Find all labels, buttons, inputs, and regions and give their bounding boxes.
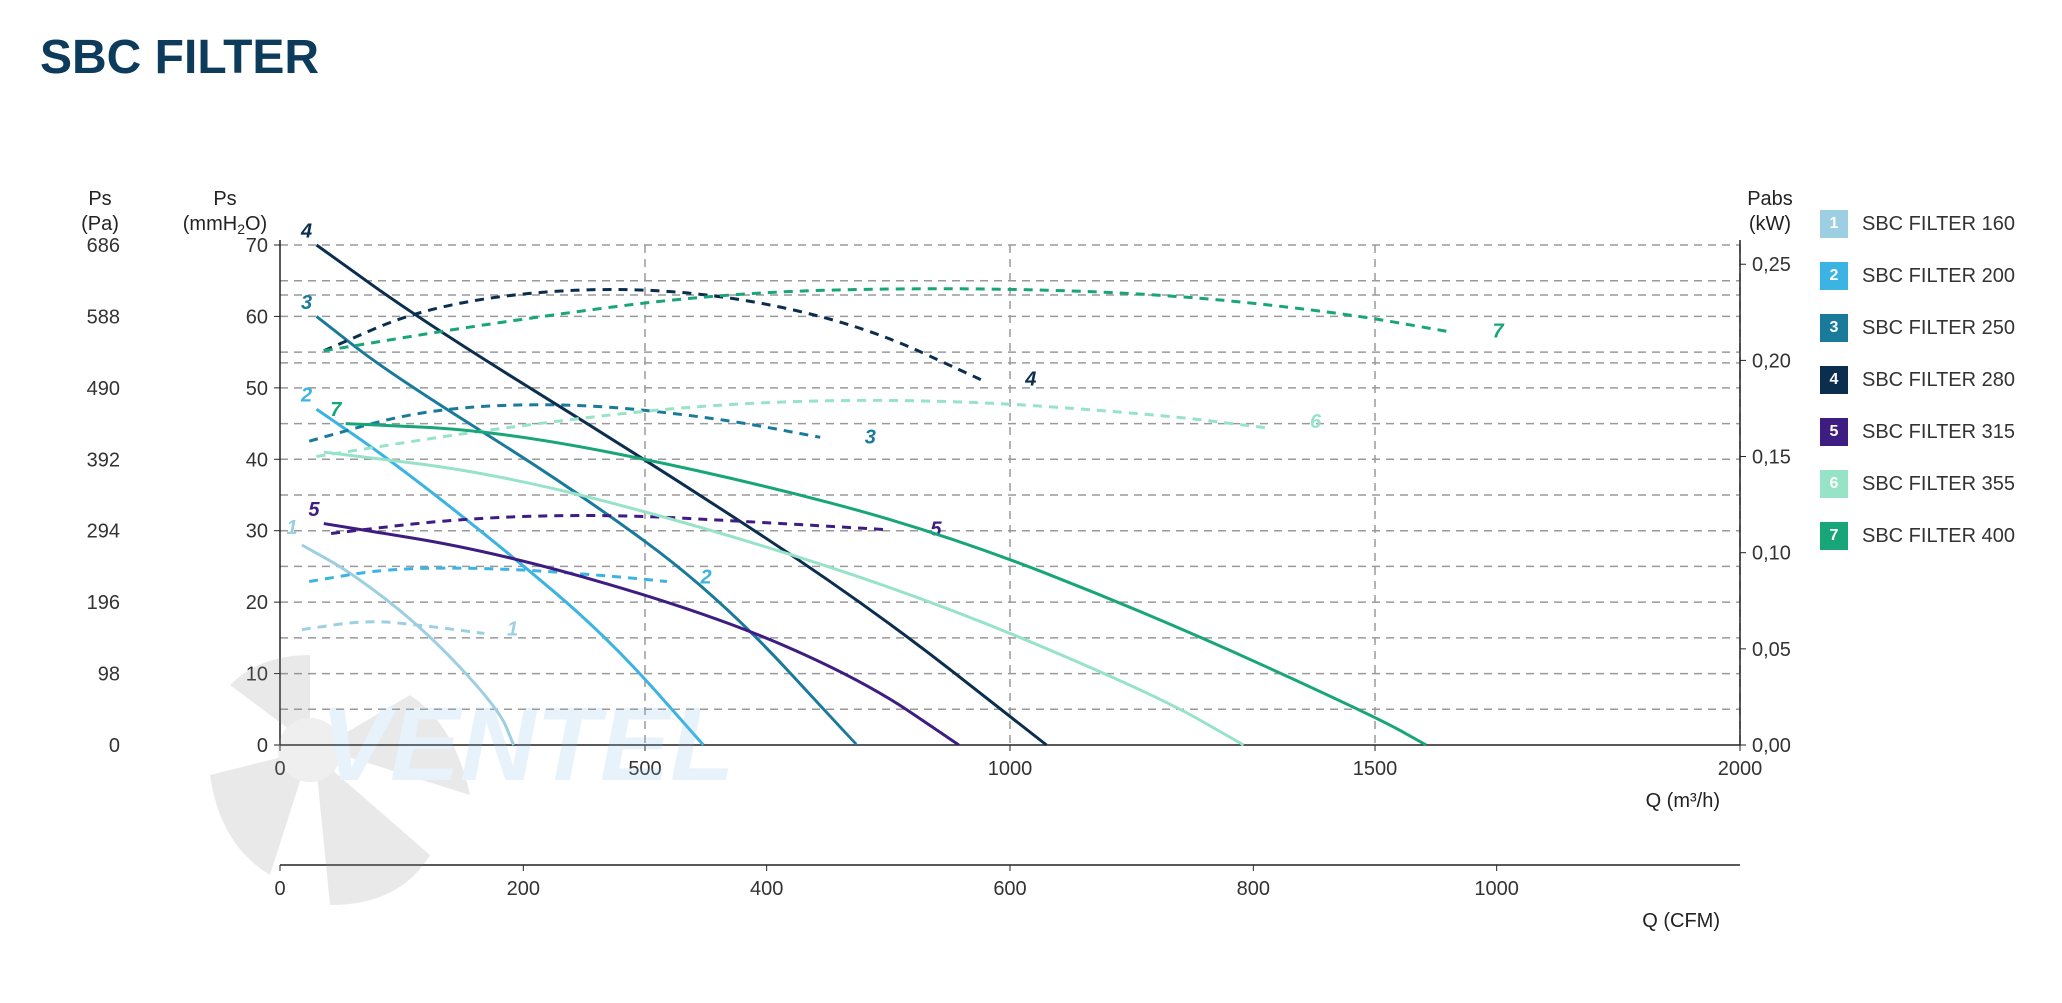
tick-cfm: 400 — [750, 878, 783, 900]
tick-kw: 0,25 — [1752, 254, 1791, 276]
curve-pabs-2 — [309, 568, 667, 581]
legend-box: 2 — [1820, 262, 1848, 290]
tick-mmh2o: 20 — [246, 592, 268, 614]
tick-m3h: 0 — [274, 758, 285, 780]
axis-label-mm1: Ps — [213, 188, 236, 210]
tick-mmh2o: 70 — [246, 235, 268, 257]
tick-pa: 588 — [87, 306, 120, 328]
page-title: SBC FILTER — [40, 30, 2022, 85]
tick-cfm: 800 — [1237, 878, 1270, 900]
axis-label-cfm: Q (CFM) — [1642, 910, 1720, 932]
tick-m3h: 500 — [628, 758, 661, 780]
curve-label-pabs-7: 7 — [1493, 321, 1505, 343]
tick-pa: 98 — [98, 664, 120, 686]
tick-cfm: 0 — [274, 878, 285, 900]
legend-item-5: 5 SBC FILTER 315 — [1820, 418, 2015, 446]
tick-mmh2o: 50 — [246, 378, 268, 400]
curve-label-ps-5: 5 — [308, 499, 320, 521]
legend-box: 3 — [1820, 314, 1848, 342]
tick-m3h: 1000 — [988, 758, 1033, 780]
legend: 1 SBC FILTER 160 2 SBC FILTER 200 3 SBC FILTE… — [1820, 210, 2015, 550]
tick-kw: 0,15 — [1752, 447, 1791, 469]
legend-label: SBC FILTER 355 — [1862, 473, 2015, 496]
tick-mmh2o: 0 — [257, 735, 268, 757]
legend-item-4: 4 SBC FILTER 280 — [1820, 366, 2015, 394]
axis-label-kw2: (kW) — [1749, 213, 1791, 235]
curve-label-pabs-3: 3 — [865, 426, 876, 448]
tick-mmh2o: 10 — [246, 664, 268, 686]
legend-label: SBC FILTER 250 — [1862, 317, 2015, 340]
legend-label: SBC FILTER 400 — [1862, 525, 2015, 548]
curve-label-ps-1: 1 — [286, 517, 297, 539]
tick-kw: 0,00 — [1752, 735, 1791, 757]
legend-item-2: 2 SBC FILTER 200 — [1820, 262, 2015, 290]
tick-pa: 196 — [87, 592, 120, 614]
tick-cfm: 200 — [507, 878, 540, 900]
curve-pabs-1 — [302, 622, 485, 634]
tick-mmh2o: 30 — [246, 521, 268, 543]
tick-m3h: 1500 — [1353, 758, 1398, 780]
axis-label-kw1: Pabs — [1747, 188, 1793, 210]
tick-pa: 294 — [87, 521, 120, 543]
tick-mmh2o: 60 — [246, 306, 268, 328]
tick-cfm: 600 — [993, 878, 1026, 900]
axis-label-mm2: (mmH2O) — [183, 213, 267, 237]
legend-box: 5 — [1820, 418, 1848, 446]
legend-label: SBC FILTER 280 — [1862, 369, 2015, 392]
curve-label-pabs-1: 1 — [507, 619, 518, 641]
tick-m3h: 2000 — [1718, 758, 1763, 780]
legend-box: 1 — [1820, 210, 1848, 238]
legend-box: 4 — [1820, 366, 1848, 394]
curve-ps-5 — [324, 524, 959, 745]
legend-item-7: 7 SBC FILTER 400 — [1820, 522, 2015, 550]
axis-label-m3h: Q (m³/h) — [1646, 790, 1720, 812]
chart-container: VENTEL 098196294392490588686010203040506… — [40, 135, 1800, 995]
legend-label: SBC FILTER 160 — [1862, 213, 2015, 236]
tick-kw: 0,10 — [1752, 543, 1791, 565]
curve-label-pabs-5: 5 — [930, 519, 942, 541]
legend-box: 6 — [1820, 470, 1848, 498]
performance-chart: 0981962943924905886860102030405060700,00… — [40, 135, 1800, 995]
axis-label-pa1: Ps — [88, 188, 111, 210]
tick-pa: 392 — [87, 449, 120, 471]
legend-item-1: 1 SBC FILTER 160 — [1820, 210, 2015, 238]
curve-label-ps-3: 3 — [301, 292, 312, 314]
curve-label-pabs-6: 6 — [1310, 411, 1322, 433]
tick-kw: 0,05 — [1752, 639, 1791, 661]
tick-pa: 0 — [109, 735, 120, 757]
tick-cfm: 1000 — [1474, 878, 1519, 900]
tick-pa: 686 — [87, 235, 120, 257]
curve-label-pabs-4: 4 — [1024, 369, 1036, 391]
legend-box: 7 — [1820, 522, 1848, 550]
tick-kw: 0,20 — [1752, 350, 1791, 372]
curve-label-ps-7: 7 — [330, 399, 342, 421]
curve-label-ps-2: 2 — [300, 385, 312, 407]
page-wrap: VENTEL 098196294392490588686010203040506… — [40, 135, 2022, 995]
tick-pa: 490 — [87, 378, 120, 400]
curve-ps-1 — [302, 545, 514, 745]
curve-label-ps-4: 4 — [300, 220, 312, 242]
axis-label-pa2: (Pa) — [81, 213, 119, 235]
legend-item-3: 3 SBC FILTER 250 — [1820, 314, 2015, 342]
legend-label: SBC FILTER 315 — [1862, 421, 2015, 444]
legend-label: SBC FILTER 200 — [1862, 265, 2015, 288]
tick-mmh2o: 40 — [246, 449, 268, 471]
legend-item-6: 6 SBC FILTER 355 — [1820, 470, 2015, 498]
